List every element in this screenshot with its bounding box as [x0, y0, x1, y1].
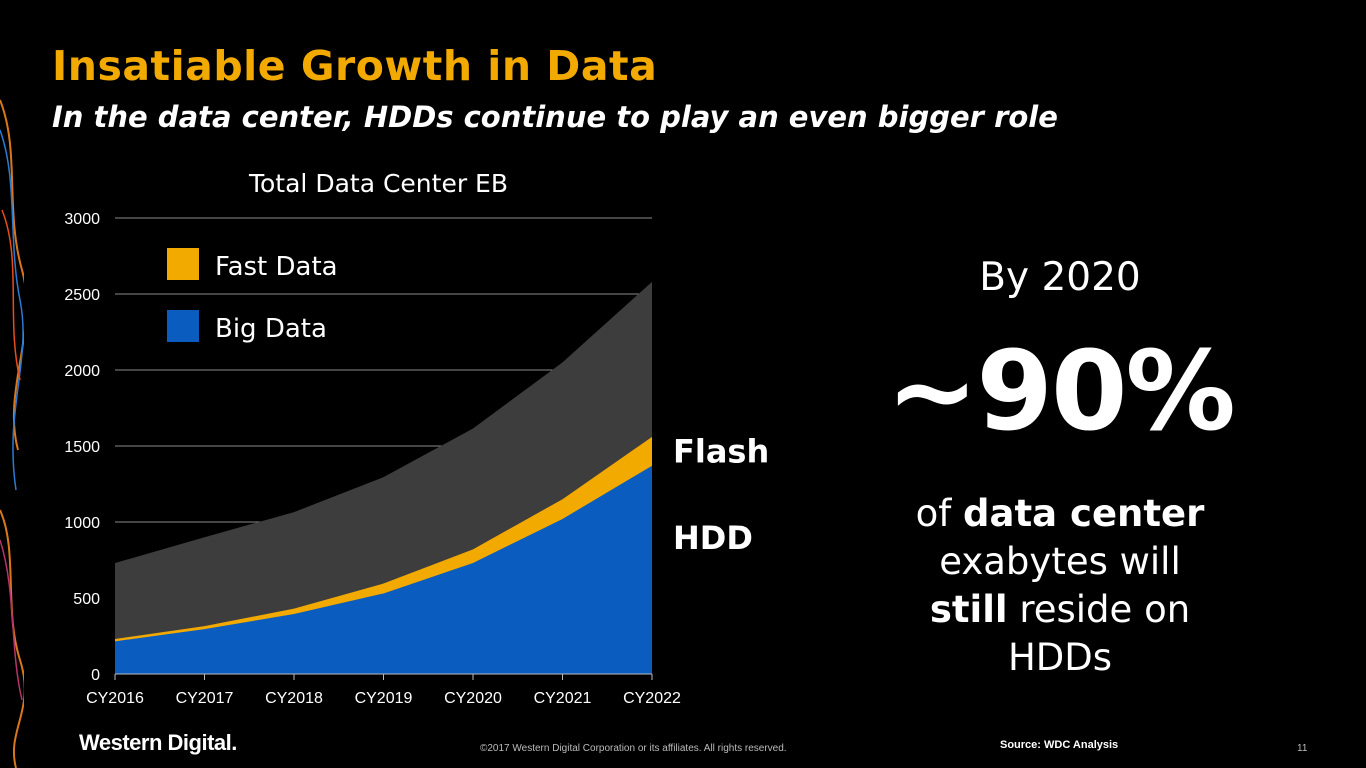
annotation-flash: Flash	[673, 433, 769, 471]
x-tick-label: CY2021	[534, 690, 592, 707]
callout-line-3-bold: still	[929, 588, 1008, 631]
callout-line-1-bold: data center	[963, 492, 1205, 535]
legend-swatch	[167, 310, 199, 342]
x-tick-label: CY2018	[265, 690, 323, 707]
chart-title: Total Data Center EB	[248, 169, 508, 198]
y-tick-label: 3000	[64, 211, 100, 228]
callout-line-1: of data center	[850, 490, 1270, 538]
copyright-text: ©2017 Western Digital Corporation or its…	[480, 743, 787, 754]
legend-item-fast-data: Fast Data	[167, 248, 338, 282]
legend-label: Fast Data	[215, 252, 338, 282]
legend-item-big-data: Big Data	[167, 310, 327, 344]
source-text: Source: WDC Analysis	[1000, 739, 1119, 751]
slide-title: Insatiable Growth in Data	[52, 42, 658, 90]
callout-percent: ~90%	[886, 327, 1235, 455]
x-tick-label: CY2022	[623, 690, 681, 707]
callout-description: of data center exabytes will still resid…	[850, 490, 1270, 682]
data-center-area-chart: Total Data Center EB 0 500 1000 1500 2000 2500…	[64, 169, 769, 707]
y-tick-label: 1000	[64, 515, 100, 532]
western-digital-logo: Western Digital.	[79, 730, 237, 755]
callout-line-3: still reside on	[850, 586, 1270, 634]
area-big-data	[115, 465, 652, 674]
annotation-hdd: HDD	[673, 519, 753, 557]
y-tick-label: 0	[91, 667, 100, 684]
callout-line-4: HDDs	[1007, 636, 1113, 679]
x-tick-label: CY2017	[176, 690, 234, 707]
decorative-swirl	[0, 90, 24, 768]
callout: By 2020 ~90% of data center exabytes wil…	[850, 250, 1270, 682]
callout-line-2: exabytes will	[939, 540, 1181, 583]
x-tick-label: CY2019	[355, 690, 413, 707]
page-number: 11	[1297, 743, 1308, 754]
legend-label: Big Data	[215, 314, 327, 344]
callout-line-1-pre: of	[915, 492, 964, 535]
callout-year: By 2020	[979, 255, 1141, 300]
y-tick-label: 500	[73, 591, 100, 608]
y-tick-label: 2500	[64, 287, 100, 304]
y-tick-label: 2000	[64, 363, 100, 380]
legend-swatch	[167, 248, 199, 280]
x-tick-label: CY2016	[86, 690, 144, 707]
slide-subtitle: In the data center, HDDs continue to pla…	[52, 100, 1058, 134]
x-tick-label: CY2020	[444, 690, 502, 707]
callout-line-3-post: reside on	[1007, 588, 1191, 631]
y-tick-label: 1500	[64, 439, 100, 456]
